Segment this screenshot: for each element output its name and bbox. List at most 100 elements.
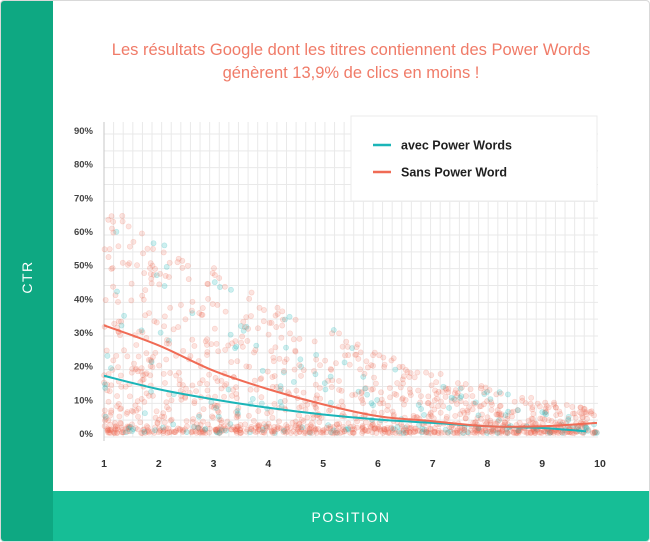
point-sans-power-word <box>482 419 489 425</box>
point-sans-power-word <box>106 246 113 253</box>
point-sans-power-word <box>369 422 375 428</box>
point-sans-power-word <box>557 418 564 425</box>
point-sans-power-word <box>219 425 225 432</box>
point-sans-power-word <box>144 424 151 431</box>
point-sans-power-word <box>247 386 254 393</box>
point-sans-power-word <box>347 429 354 436</box>
point-avec-power-words <box>202 427 208 433</box>
point-sans-power-word <box>289 419 296 426</box>
point-sans-power-word <box>223 381 230 387</box>
point-sans-power-word <box>332 429 338 436</box>
point-sans-power-word <box>499 428 505 435</box>
point-sans-power-word <box>399 363 406 370</box>
point-avec-power-words <box>321 380 328 387</box>
point-sans-power-word <box>163 425 169 431</box>
point-sans-power-word <box>194 421 200 428</box>
point-sans-power-word <box>581 409 588 415</box>
y-tick-label: 0% <box>79 429 93 440</box>
point-sans-power-word <box>482 384 489 391</box>
point-sans-power-word <box>390 429 396 436</box>
point-sans-power-word <box>291 366 298 373</box>
point-sans-power-word <box>235 404 242 411</box>
point-avec-power-words <box>349 345 356 351</box>
point-sans-power-word <box>280 426 287 433</box>
point-sans-power-word <box>322 357 329 364</box>
point-sans-power-word <box>355 355 362 362</box>
y-tick-label: 70% <box>74 193 94 204</box>
point-avec-power-words <box>368 400 375 407</box>
point-sans-power-word <box>448 398 455 404</box>
point-sans-power-word <box>431 397 438 404</box>
point-sans-power-word <box>264 410 271 417</box>
point-sans-power-word <box>268 319 275 326</box>
point-sans-power-word <box>283 425 290 432</box>
point-sans-power-word <box>504 415 511 422</box>
point-sans-power-word <box>134 398 141 405</box>
point-sans-power-word <box>105 254 112 260</box>
point-sans-power-word <box>126 260 133 267</box>
point-sans-power-word <box>152 349 159 356</box>
point-sans-power-word <box>221 427 228 434</box>
point-sans-power-word <box>454 429 461 436</box>
point-sans-power-word <box>199 305 206 311</box>
point-sans-power-word <box>296 362 303 368</box>
point-sans-power-word <box>307 422 314 429</box>
point-avec-power-words <box>355 388 362 395</box>
point-avec-power-words <box>215 413 222 420</box>
point-sans-power-word <box>431 429 438 436</box>
point-sans-power-word <box>284 423 291 430</box>
point-sans-power-word <box>284 428 291 435</box>
point-sans-power-word <box>302 428 308 435</box>
point-avec-power-words <box>271 430 278 436</box>
point-sans-power-word <box>118 424 125 431</box>
point-sans-power-word <box>233 391 240 397</box>
point-avec-power-words <box>202 425 209 432</box>
point-sans-power-word <box>444 429 451 436</box>
point-avec-power-words <box>312 371 319 378</box>
point-sans-power-word <box>104 381 111 388</box>
point-sans-power-word <box>160 410 167 416</box>
point-sans-power-word <box>391 426 398 433</box>
point-sans-power-word <box>199 377 206 384</box>
point-sans-power-word <box>273 384 280 390</box>
point-sans-power-word <box>404 369 411 376</box>
point-sans-power-word <box>260 318 267 325</box>
point-avec-power-words <box>104 352 111 359</box>
point-sans-power-word <box>298 425 304 432</box>
point-sans-power-word <box>124 409 131 416</box>
point-sans-power-word <box>219 428 225 434</box>
point-sans-power-word <box>412 428 419 435</box>
point-sans-power-word <box>104 387 111 394</box>
point-sans-power-word <box>248 313 254 319</box>
trend-lines <box>103 324 598 433</box>
point-sans-power-word <box>129 421 135 428</box>
point-sans-power-word <box>210 404 217 411</box>
point-sans-power-word <box>179 427 186 433</box>
point-sans-power-word <box>390 411 397 418</box>
point-sans-power-word <box>182 394 189 401</box>
point-sans-power-word <box>469 393 476 399</box>
point-sans-power-word <box>362 427 369 434</box>
point-sans-power-word <box>346 361 353 368</box>
point-sans-power-word <box>111 425 118 432</box>
point-avec-power-words <box>447 428 454 435</box>
point-sans-power-word <box>123 410 130 417</box>
point-sans-power-word <box>515 428 522 435</box>
point-sans-power-word <box>139 292 146 299</box>
point-sans-power-word <box>217 424 224 430</box>
point-sans-power-word <box>292 347 299 354</box>
point-sans-power-word <box>200 428 206 435</box>
point-avec-power-words <box>190 424 197 430</box>
point-avec-power-words <box>345 425 351 432</box>
point-sans-power-word <box>300 367 307 373</box>
point-sans-power-word <box>117 332 123 339</box>
point-sans-power-word <box>175 255 182 262</box>
point-sans-power-word <box>147 372 154 379</box>
point-sans-power-word <box>359 423 366 429</box>
point-avec-power-words <box>390 425 397 432</box>
point-sans-power-word <box>339 429 346 436</box>
point-sans-power-word <box>450 426 457 433</box>
point-sans-power-word <box>329 430 336 436</box>
point-sans-power-word <box>125 223 132 230</box>
